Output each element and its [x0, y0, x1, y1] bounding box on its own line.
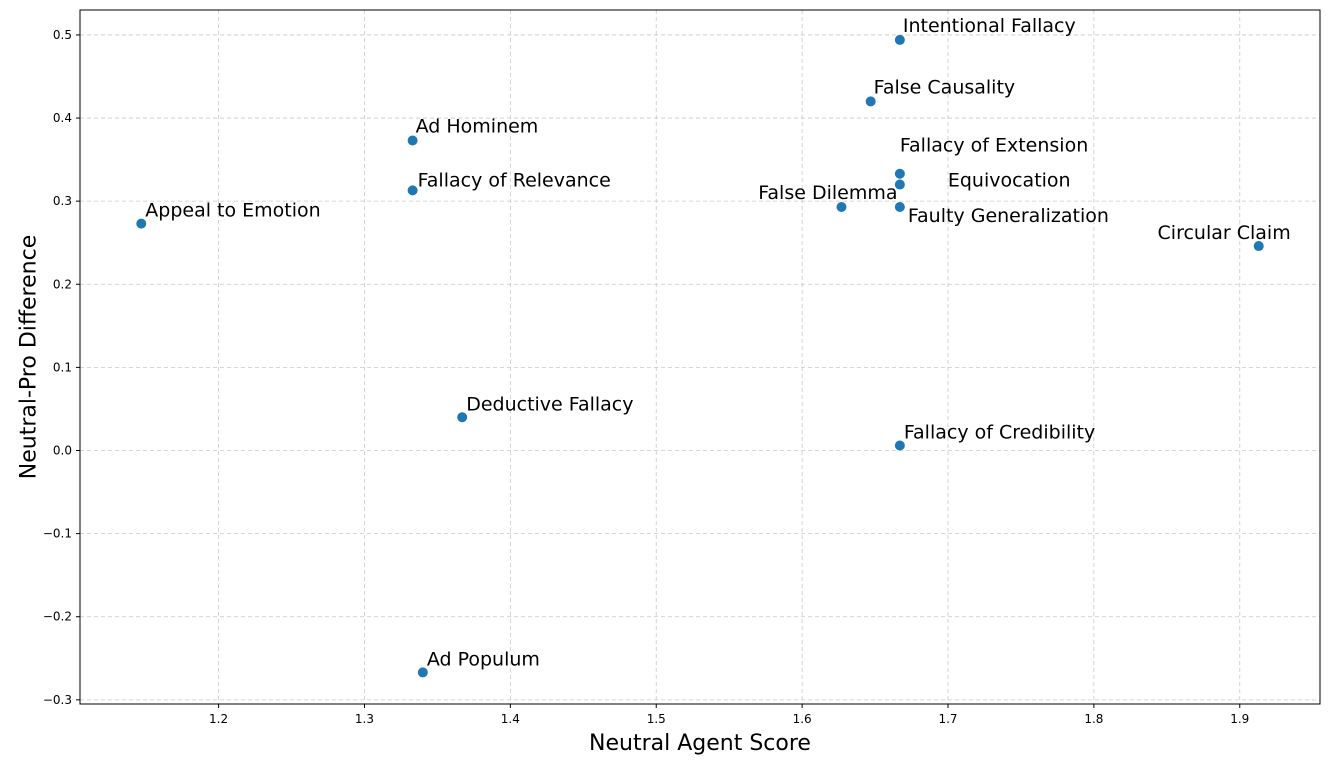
data-point	[407, 185, 418, 196]
y-tick-label: 0.4	[53, 111, 72, 125]
data-point	[457, 412, 468, 423]
axis-ticks: 1.2 1.3 1.4 1.5 1.6 1.7 1.8 1.9 −0.3 −0.2 −0.1 0.0 0…	[43, 28, 1249, 726]
data-point	[894, 34, 905, 45]
y-tick-label: 0.1	[53, 360, 72, 374]
x-tick-label: 1.4	[501, 712, 520, 726]
x-tick-label: 1.3	[355, 712, 374, 726]
point-label: Fallacy of Relevance	[418, 169, 611, 191]
data-point	[836, 201, 847, 212]
data-point	[417, 667, 428, 678]
x-tick-label: 1.7	[938, 712, 957, 726]
point-labels: Intentional Fallacy False Causality Ad Hom…	[145, 15, 1290, 670]
y-tick-label: 0.2	[53, 277, 72, 291]
point-label: False Dilemma	[758, 182, 897, 204]
data-point	[136, 218, 147, 229]
x-axis-title: Neutral Agent Score	[589, 731, 811, 756]
x-tick-label: 1.2	[209, 712, 228, 726]
point-label: Fallacy of Credibility	[904, 422, 1095, 444]
point-label: Deductive Fallacy	[466, 393, 633, 415]
y-tick-label: −0.3	[43, 693, 72, 707]
point-label: Intentional Fallacy	[903, 15, 1076, 37]
x-tick-label: 1.9	[1230, 712, 1249, 726]
x-tick-label: 1.5	[647, 712, 666, 726]
point-label: Fallacy of Extension	[900, 135, 1088, 157]
data-points	[136, 34, 1264, 678]
y-tick-label: −0.2	[43, 610, 72, 624]
y-axis-title: Neutral-Pro Difference	[17, 235, 42, 479]
point-label: Faulty Generalization	[908, 205, 1109, 227]
point-label: Circular Claim	[1158, 222, 1291, 244]
y-tick-label: 0.0	[53, 444, 72, 458]
data-point	[894, 179, 905, 190]
y-tick-label: 0.5	[53, 28, 72, 42]
point-label: Appeal to Emotion	[145, 200, 320, 222]
data-point	[865, 96, 876, 107]
point-label: Ad Hominem	[416, 115, 539, 137]
point-label: Equivocation	[948, 170, 1071, 192]
plot-frame	[79, 9, 1321, 705]
data-point	[1253, 241, 1264, 252]
point-label: Ad Populum	[427, 648, 540, 670]
point-label: False Causality	[874, 76, 1015, 98]
data-point	[407, 135, 418, 146]
y-tick-label: −0.1	[43, 527, 72, 541]
y-tick-label: 0.3	[53, 194, 72, 208]
x-tick-label: 1.6	[793, 712, 812, 726]
x-tick-label: 1.8	[1084, 712, 1103, 726]
grid-lines	[80, 10, 1320, 704]
data-point	[894, 168, 905, 179]
data-point	[894, 440, 905, 451]
data-point	[894, 201, 905, 212]
